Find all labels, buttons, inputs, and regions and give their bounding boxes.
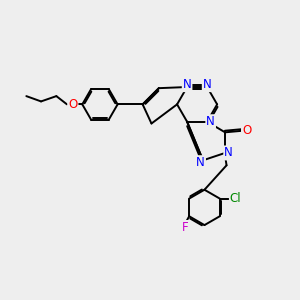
Text: O: O — [68, 98, 77, 111]
Text: N: N — [196, 156, 205, 169]
Text: N: N — [224, 146, 233, 159]
Text: N: N — [203, 78, 212, 91]
Text: N: N — [183, 78, 191, 91]
Text: N: N — [206, 115, 215, 128]
Text: O: O — [242, 124, 251, 137]
Text: F: F — [182, 221, 189, 234]
Text: Cl: Cl — [230, 192, 242, 205]
